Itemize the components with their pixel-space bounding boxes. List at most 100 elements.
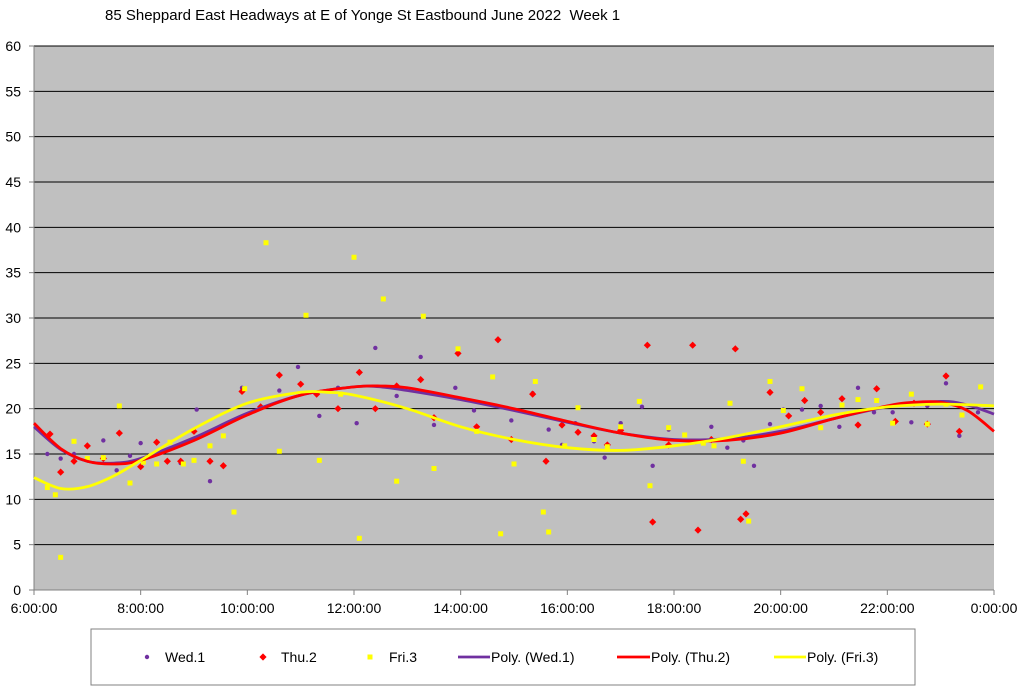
data-point-fri-3 [58, 554, 64, 560]
data-point-fri-3 [276, 448, 282, 454]
data-point-fri-3 [978, 384, 984, 390]
data-point-fri-3 [394, 478, 400, 484]
x-tick-label: 16:00:00 [540, 600, 595, 616]
data-point-thu-2 [334, 405, 342, 413]
data-point-thu-2 [689, 341, 697, 349]
data-point-wed-1 [709, 424, 714, 429]
data-point-fri-3 [799, 386, 805, 392]
legend-marker-wed-1 [144, 654, 150, 660]
data-point-wed-1 [354, 420, 359, 426]
y-tick-label: 25 [5, 355, 21, 371]
data-point-fri-3 [839, 402, 845, 408]
data-point-wed-1 [855, 385, 861, 391]
data-point-wed-1 [602, 455, 607, 460]
data-point-fri-3 [604, 444, 610, 450]
grid-lines [34, 45, 994, 546]
data-point-thu-2 [137, 463, 145, 471]
data-point-fri-3 [890, 420, 896, 426]
data-point-thu-2 [574, 428, 582, 436]
data-point-fri-3 [116, 403, 122, 409]
data-point-fri-3 [100, 455, 106, 461]
data-point-fri-3 [231, 509, 237, 515]
data-point-fri-3 [490, 374, 496, 380]
data-point-wed-1 [818, 403, 823, 409]
data-point-fri-3 [666, 425, 672, 431]
data-point-thu-2 [313, 390, 321, 398]
data-point-fri-3 [455, 346, 461, 352]
trend-lines [33, 384, 995, 491]
data-point-thu-2 [785, 412, 793, 420]
data-point-thu-2 [70, 457, 78, 465]
x-tick-label: 12:00:00 [327, 600, 382, 616]
y-tick-label: 35 [5, 265, 21, 281]
data-point-fri-3 [127, 480, 133, 486]
x-tick-label: 18:00:00 [647, 600, 702, 616]
y-tick-label: 60 [5, 38, 21, 54]
data-point-fri-3 [498, 531, 504, 537]
y-tick-label: 50 [5, 129, 21, 145]
data-point-thu-2 [801, 396, 809, 405]
data-point-thu-2 [955, 427, 963, 435]
data-point-thu-2 [731, 345, 739, 353]
data-point-fri-3 [140, 459, 146, 465]
data-point-thu-2 [817, 408, 825, 416]
data-point-wed-1 [890, 410, 895, 415]
legend-label-fri-3: Fri.3 [389, 649, 417, 665]
data-point-thu-2 [617, 426, 625, 435]
data-point-wed-1 [957, 433, 962, 439]
data-point-fri-3 [647, 483, 653, 489]
data-point-thu-2 [163, 457, 171, 465]
data-point-fri-3 [351, 254, 357, 260]
data-point-thu-2 [542, 457, 550, 465]
x-tick-label: 8:00:00 [117, 600, 164, 616]
x-tick-label: 22:00:00 [860, 600, 915, 616]
data-point-thu-2 [115, 429, 123, 437]
data-point-wed-1 [871, 410, 877, 415]
chart-title: 85 Sheppard East Headways at E of Yonge … [105, 7, 621, 24]
data-point-fri-3 [52, 492, 58, 498]
data-point-wed-1 [650, 463, 655, 468]
data-point-thu-2 [177, 457, 185, 465]
data-point-fri-3 [71, 438, 77, 444]
y-tick-label: 0 [13, 582, 21, 598]
data-point-fri-3 [316, 457, 322, 463]
trend-line-poly-fri-3 [33, 390, 995, 491]
legend-label-poly-thu-2: Poly. (Thu.2) [651, 649, 730, 665]
legend: Wed.1 Thu.2 Fri.3 Poly. (Wed.1) Poly. (Thu.2… [90, 628, 916, 686]
data-point-fri-3 [191, 457, 197, 463]
data-point-wed-1 [58, 456, 63, 461]
data-point-thu-2 [838, 395, 846, 403]
data-point-fri-3 [682, 432, 688, 438]
x-tick-label: 20:00:00 [753, 600, 808, 616]
data-point-wed-1 [943, 381, 949, 386]
data-point-thu-2 [57, 468, 65, 476]
legend-label-wed-1: Wed.1 [165, 649, 205, 665]
data-point-fri-3 [959, 412, 965, 418]
data-point-thu-2 [473, 423, 481, 431]
data-point-thu-2 [454, 349, 462, 357]
data-point-thu-2 [694, 526, 702, 534]
x-tick-labels: 6:00:00 8:00:00 10:00:00 12:00:00 14:00:00 16… [11, 590, 1018, 616]
x-tick-label: 6:00:00 [11, 600, 58, 616]
data-point-thu-2 [190, 427, 198, 435]
data-point-thu-2 [742, 510, 750, 518]
data-point-fri-3 [540, 509, 546, 515]
data-point-wed-1 [909, 420, 914, 425]
data-point-wed-1 [114, 468, 119, 473]
data-point-fri-3 [562, 443, 568, 449]
data-point-thu-2 [206, 457, 214, 465]
data-point-fri-3 [924, 421, 930, 427]
data-point-fri-3 [44, 485, 50, 491]
y-tick-label: 45 [5, 174, 21, 190]
data-point-thu-2 [297, 380, 305, 388]
data-point-fri-3 [746, 518, 752, 524]
data-point-wed-1 [277, 388, 282, 393]
data-point-wed-1 [394, 393, 399, 399]
data-point-fri-3 [207, 443, 213, 449]
data-point-wed-1 [295, 364, 301, 370]
data-point-wed-1 [45, 451, 50, 457]
data-point-thu-2 [737, 515, 745, 523]
data-point-wed-1 [837, 424, 842, 429]
